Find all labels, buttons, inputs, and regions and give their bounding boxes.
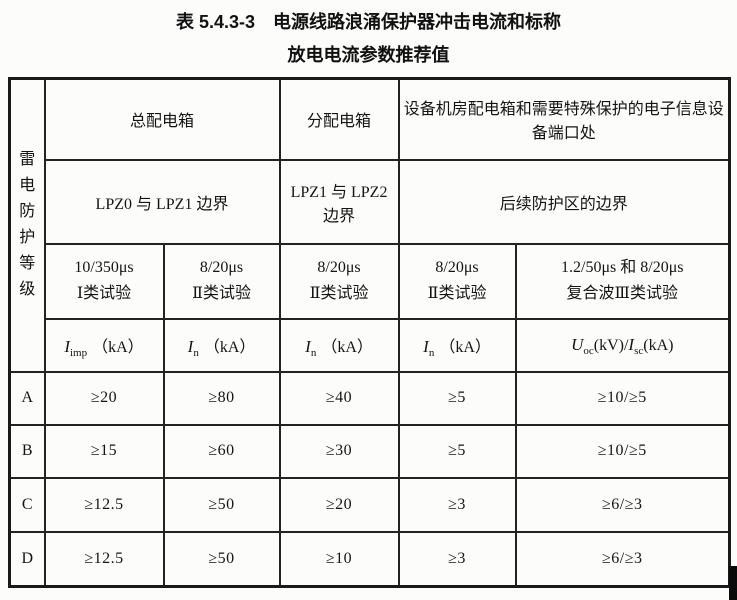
header-main-distribution-box: 总配电箱 bbox=[43, 77, 281, 161]
test-class-label: Ⅱ类试验 bbox=[427, 285, 487, 302]
header-test-col3: 8/20μs Ⅱ类试验 bbox=[278, 242, 400, 320]
symbol-sub: sc bbox=[634, 345, 644, 358]
value-cell: ≥50 bbox=[162, 476, 281, 533]
table-title-line2: 放电电流参数推荐值 bbox=[287, 45, 450, 65]
value-cell: ≥50 bbox=[162, 530, 281, 588]
table-row-level-c: C ≥12.5 ≥50 ≥20 ≥3 ≥6/≥3 bbox=[8, 476, 731, 533]
value-cell: ≥5 bbox=[397, 370, 517, 426]
value-cell: ≥20 bbox=[43, 370, 165, 426]
symbol-unit: (kA) bbox=[643, 337, 674, 354]
header-boundary-subsequent: 后续防护区的边界 bbox=[397, 158, 731, 245]
symbol-unit: （kA） bbox=[203, 339, 256, 356]
value-cell: ≥60 bbox=[162, 423, 281, 479]
value-cell: ≥30 bbox=[278, 423, 400, 479]
symbol-sub: oc bbox=[583, 345, 594, 358]
value-cell: ≥6/≥3 bbox=[514, 530, 731, 588]
symbol-base: I bbox=[305, 337, 311, 356]
waveform-label: 8/20μs bbox=[199, 259, 244, 276]
symbol-base: I bbox=[628, 335, 635, 354]
symbol-unit: （kA） bbox=[439, 339, 491, 356]
scan-artifact-bar bbox=[729, 566, 737, 600]
symbol-base: I bbox=[64, 337, 70, 356]
symbol-base: I bbox=[423, 337, 429, 356]
header-row-test: 10/350μs Ⅰ类试验 8/20μs Ⅱ类试验 8/20μs Ⅱ类试验 8/… bbox=[10, 242, 731, 320]
table-row-level-b: B ≥15 ≥60 ≥30 ≥5 ≥10/≥5 bbox=[8, 423, 731, 479]
header-symbol-iimp: Iimp （kA） bbox=[43, 317, 165, 373]
table-title-line1: 表 5.4.3-3 电源线路浪涌保护器冲击电流和标称 bbox=[175, 12, 562, 32]
test-class-label: Ⅱ类试验 bbox=[309, 285, 369, 302]
value-cell: ≥10/≥5 bbox=[514, 370, 731, 426]
value-cell: ≥5 bbox=[397, 423, 517, 479]
value-cell: ≥10/≥5 bbox=[514, 423, 731, 479]
waveform-label: 8/20μs bbox=[435, 259, 479, 276]
test-class-label: Ⅱ类试验 bbox=[192, 285, 251, 302]
corner-header-cell: 雷电防护等级 bbox=[8, 77, 46, 373]
value-cell: ≥3 bbox=[397, 530, 517, 588]
symbol-unit: (kV) bbox=[593, 337, 624, 354]
header-symbol-uoc-isc: Uoc(kV)/Isc(kA) bbox=[514, 317, 731, 373]
value-cell: ≥20 bbox=[278, 476, 400, 533]
level-label: A bbox=[8, 370, 46, 426]
header-test-col2: 8/20μs Ⅱ类试验 bbox=[162, 242, 281, 320]
value-cell: ≥40 bbox=[278, 370, 400, 426]
header-test-col5: 1.2/50μs 和 8/20μs 复合波Ⅲ类试验 bbox=[514, 242, 731, 320]
header-test-col4: 8/20μs Ⅱ类试验 bbox=[397, 242, 517, 320]
waveform-label: 1.2/50μs 和 8/20μs bbox=[561, 259, 684, 276]
value-cell: ≥10 bbox=[278, 530, 400, 588]
header-sub-distribution-box: 分配电箱 bbox=[278, 77, 400, 161]
header-symbol-in-2: In （kA） bbox=[278, 317, 400, 373]
header-symbol-in-1: In （kA） bbox=[162, 317, 281, 373]
header-boundary-lpz1-lpz2: LPZ1 与 LPZ2 边界 bbox=[278, 158, 400, 245]
table-row-level-a: A ≥20 ≥80 ≥40 ≥5 ≥10/≥5 bbox=[8, 370, 731, 426]
symbol-slash: / bbox=[623, 337, 629, 354]
value-cell: ≥15 bbox=[43, 423, 165, 479]
value-cell: ≥12.5 bbox=[43, 476, 165, 533]
header-row-symbols: Iimp （kA） In （kA） In （kA） In （kA） Uoc(kV)/Is… bbox=[10, 317, 731, 373]
symbol-sub: n bbox=[310, 347, 317, 360]
level-label: C bbox=[8, 476, 46, 533]
waveform-label: 10/350μs bbox=[74, 259, 134, 276]
symbol-sub: n bbox=[193, 347, 199, 360]
corner-header-label: 雷电防护等级 bbox=[19, 151, 36, 299]
table-title: 表 5.4.3-3 电源线路浪涌保护器冲击电流和标称 放电电流参数推荐值 bbox=[0, 6, 737, 72]
symbol-unit: （kA） bbox=[92, 339, 144, 356]
level-label: D bbox=[8, 530, 46, 588]
value-cell: ≥6/≥3 bbox=[514, 476, 731, 533]
symbol-sub: imp bbox=[69, 347, 88, 360]
value-cell: ≥80 bbox=[162, 370, 281, 426]
table-row-level-d: D ≥12.5 ≥50 ≥10 ≥3 ≥6/≥3 bbox=[8, 530, 731, 588]
symbol-sub: n bbox=[428, 347, 435, 360]
value-cell: ≥3 bbox=[397, 476, 517, 533]
level-label: B bbox=[8, 423, 46, 479]
spd-parameter-table: 雷电防护等级 总配电箱 分配电箱 设备机房配电箱和需要特殊保护的电子信息设备端口… bbox=[8, 77, 732, 588]
test-class-label: Ⅰ类试验 bbox=[76, 285, 132, 302]
header-boundary-lpz0-lpz1: LPZ0 与 LPZ1 边界 bbox=[43, 158, 281, 245]
value-cell: ≥12.5 bbox=[43, 530, 165, 588]
test-class-label: 复合波Ⅲ类试验 bbox=[566, 285, 678, 302]
symbol-base: U bbox=[571, 335, 584, 354]
waveform-label: 8/20μs bbox=[317, 259, 361, 276]
header-equipment-room: 设备机房配电箱和需要特殊保护的电子信息设备端口处 bbox=[397, 77, 731, 161]
header-row-location: 雷电防护等级 总配电箱 分配电箱 设备机房配电箱和需要特殊保护的电子信息设备端口… bbox=[8, 77, 731, 373]
header-row-boundary: LPZ0 与 LPZ1 边界 LPZ1 与 LPZ2 边界 后续防护区的边界 bbox=[10, 158, 731, 245]
header-test-col1: 10/350μs Ⅰ类试验 bbox=[43, 242, 165, 320]
symbol-unit: （kA） bbox=[321, 339, 373, 356]
symbol-base: I bbox=[187, 337, 194, 356]
header-symbol-in-3: In （kA） bbox=[397, 317, 517, 373]
